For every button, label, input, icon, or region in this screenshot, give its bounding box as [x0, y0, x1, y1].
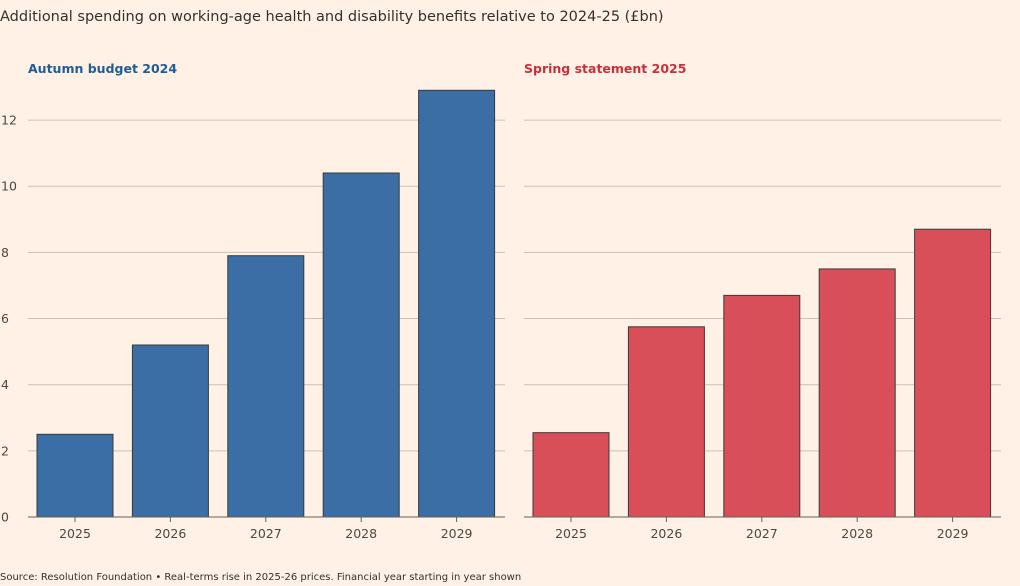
x-tick-label-autumn-2026: 2026	[154, 526, 186, 541]
x-tick-label-spring-2029: 2029	[937, 526, 969, 541]
x-tick-label-autumn-2028: 2028	[345, 526, 377, 541]
bar-autumn-2025	[36, 433, 114, 518]
bar-autumn-2027	[227, 255, 305, 518]
bar-autumn-2028	[322, 172, 400, 518]
y-tick-label-10: 10	[1, 179, 17, 194]
bar-spring-2026	[627, 326, 705, 518]
x-tick-label-autumn-2027: 2027	[250, 526, 282, 541]
y-tick-label-4: 4	[1, 377, 9, 392]
panel-title-autumn: Autumn budget 2024	[28, 61, 178, 76]
y-tick-label-6: 6	[1, 311, 9, 326]
bar-autumn-2026	[131, 344, 209, 518]
bar-spring-2025	[532, 432, 610, 518]
panel-title-spring: Spring statement 2025	[524, 61, 687, 76]
bar-spring-2029	[914, 228, 992, 518]
y-tick-label-2: 2	[1, 443, 9, 458]
x-tick-label-spring-2028: 2028	[841, 526, 873, 541]
y-tick-label-8: 8	[1, 245, 9, 260]
x-tick-label-autumn-2025: 2025	[59, 526, 91, 541]
bar-spring-2028	[818, 268, 896, 518]
y-tick-label-12: 12	[1, 113, 17, 128]
x-tick-label-spring-2025: 2025	[555, 526, 587, 541]
y-tick-label-0: 0	[1, 510, 9, 525]
x-tick-label-spring-2026: 2026	[650, 526, 682, 541]
x-tick-label-spring-2027: 2027	[746, 526, 778, 541]
x-tick-label-autumn-2029: 2029	[441, 526, 473, 541]
bar-autumn-2029	[418, 89, 496, 518]
source-note: Source: Resolution Foundation • Real-ter…	[0, 572, 522, 583]
bar-spring-2027	[723, 294, 801, 518]
chart-title: Additional spending on working-age healt…	[0, 9, 664, 25]
